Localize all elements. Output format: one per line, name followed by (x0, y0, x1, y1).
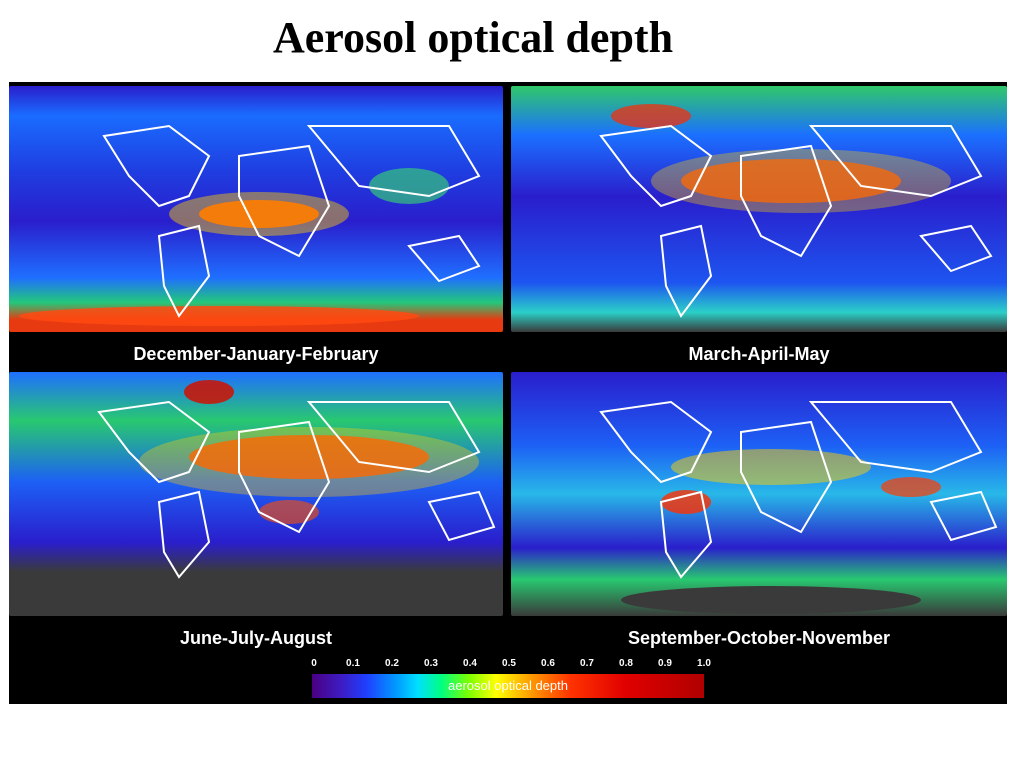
colorbar-tick: 0.7 (580, 658, 594, 669)
colorbar-label: aerosol optical depth (448, 678, 568, 693)
caption-sep-oct-nov: September-October-November (627, 628, 891, 648)
caption-dec-jan-feb: December-January-February (133, 344, 379, 364)
colorbar-tick: 1.0 (697, 658, 711, 669)
caption-mar-apr-may: March-April-May (688, 344, 830, 364)
colorbar (312, 674, 704, 698)
colorbar-tick: 0.1 (346, 658, 360, 669)
colorbar-tick: 0 (311, 658, 317, 669)
map-mar-apr-may (511, 86, 1007, 332)
colorbar-tick: 0.2 (385, 658, 399, 669)
colorbar-tick: 0.8 (619, 658, 633, 669)
map-jun-jul-aug (9, 372, 503, 616)
page-title: Aerosol optical depth (272, 13, 674, 62)
caption-jun-jul-aug: June-July-August (179, 628, 332, 648)
colorbar-tick: 0.6 (541, 658, 555, 669)
colorbar-tick: 0.3 (424, 658, 438, 669)
map-sep-oct-nov (511, 372, 1007, 616)
map-dec-jan-feb (9, 86, 503, 332)
colorbar-tick: 0.4 (463, 658, 477, 669)
colorbar-tick: 0.5 (502, 658, 516, 669)
colorbar-ticks: 0 0.1 0.2 0.3 0.4 0.5 0.6 0.7 0.8 0.9 1.… (306, 658, 711, 672)
colorbar-tick: 0.9 (658, 658, 672, 669)
